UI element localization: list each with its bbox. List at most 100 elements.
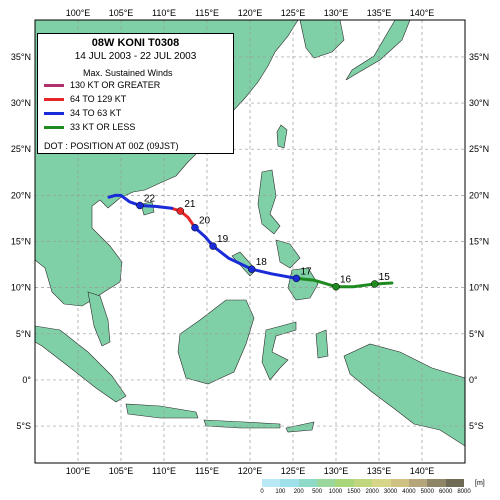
legend-item-34kt: 34 TO 63 KT <box>44 108 121 118</box>
elevation-tick-label: 8000 <box>457 489 471 495</box>
elevation-bin <box>353 479 373 487</box>
land-sumatra <box>34 325 127 403</box>
lon-label-top: 130°E <box>324 8 349 18</box>
position-dot <box>176 207 185 215</box>
elevation-bin <box>408 479 428 487</box>
legend-label-130kt: 130 KT OR GREATER <box>70 80 161 90</box>
longitude-labels-top: 100°E 105°E 110°E 115°E 120°E 125°E 130°E 135°E… <box>66 8 435 18</box>
position-day-label: 20 <box>199 216 211 227</box>
storm-name: 08W KONI T0308 <box>91 37 180 49</box>
elevation-bin <box>280 479 299 487</box>
position-dot <box>136 201 144 210</box>
lat-label-right: 30°N <box>469 98 489 108</box>
lon-label-bottom: 115°E <box>195 466 219 476</box>
lat-label-left: 35°N <box>11 52 31 62</box>
elevation-bin <box>335 479 354 487</box>
lon-label-bottom: 120°E <box>238 466 263 476</box>
legend-item-64kt: 64 TO 129 KT <box>44 94 126 104</box>
position-day-label: 18 <box>256 257 268 268</box>
position-dot <box>292 274 301 283</box>
position-dot <box>332 282 340 291</box>
legend-swatch-33kt <box>44 126 64 130</box>
lat-label-right: 5°S <box>469 421 484 431</box>
position-day-label: 21 <box>184 199 196 210</box>
legend-label-33kt: 33 KT OR LESS <box>70 122 136 132</box>
lat-label-left: 10°N <box>11 283 31 293</box>
elevation-tick-label: 100 <box>275 489 286 495</box>
position-day-label: 19 <box>217 234 229 245</box>
elevation-tick-label: 2000 <box>365 489 379 495</box>
elevation-tick-label: 4000 <box>402 489 416 495</box>
elevation-bin <box>262 479 281 487</box>
lat-label-right: 35°N <box>469 52 489 62</box>
legend-header: Max. Sustained Winds <box>83 68 173 78</box>
elevation-tick-label: 1000 <box>328 489 343 495</box>
elevation-tick-label: 3000 <box>383 489 398 495</box>
elevation-tick-label: 1500 <box>347 489 361 495</box>
track-segment <box>193 226 298 280</box>
lon-label-bottom: 135°E <box>367 466 392 476</box>
lat-label-right: 5°N <box>469 329 484 339</box>
track-segment <box>107 193 174 210</box>
position-dot <box>370 280 379 288</box>
position-dot <box>209 242 217 250</box>
position-dot <box>191 223 199 232</box>
land-japan <box>345 19 411 81</box>
elevation-bin <box>445 479 464 487</box>
elevation-color-bar <box>262 479 464 487</box>
lat-label-right: 20°N <box>469 190 489 200</box>
land-philippines-central <box>275 239 301 269</box>
legend-swatch-64kt <box>44 98 64 102</box>
lon-label-top: 120°E <box>238 8 263 18</box>
lon-label-bottom: 125°E <box>281 466 306 476</box>
lon-label-bottom: 100°E <box>66 466 91 476</box>
lat-label-left: 30°N <box>11 98 31 108</box>
track-segment <box>170 206 197 230</box>
latitude-labels-left: 35°N 30°N 25°N 20°N 15°N 10°N 5°N 0° 5°S <box>11 52 32 431</box>
lon-label-top: 100°E <box>66 8 91 18</box>
position-day-label: 15 <box>379 272 391 283</box>
legend-item-33kt: 33 KT OR LESS <box>44 122 135 132</box>
latitude-labels-right: 35°N 30°N 25°N 20°N 15°N 10°N 5°N 0° 5°S <box>469 52 489 431</box>
lon-label-top: 125°E <box>281 8 306 18</box>
lat-label-left: 5°N <box>16 329 31 339</box>
lat-label-right: 0° <box>469 375 478 385</box>
legend-swatch-34kt <box>44 112 64 116</box>
elevation-tick-label: 6000 <box>438 489 453 495</box>
lon-label-top: 135°E <box>367 8 392 18</box>
elevation-tick-label: 200 <box>293 489 304 495</box>
lon-label-top: 105°E <box>109 8 134 18</box>
legend-label-64kt: 64 TO 129 KT <box>70 94 127 104</box>
position-day-label: 17 <box>300 266 312 277</box>
land-java <box>125 403 199 419</box>
lon-label-bottom: 105°E <box>109 466 134 476</box>
elevation-bin <box>317 479 336 487</box>
lon-label-bottom: 130°E <box>324 466 349 476</box>
land-malay-peninsula <box>87 291 111 347</box>
lon-label-bottom: 140°E <box>410 466 435 476</box>
map-frame <box>34 19 466 464</box>
land-philippines-luzon <box>257 169 281 235</box>
lon-label-top: 115°E <box>195 8 219 18</box>
legend-item-130kt: 130 KT OR GREATER <box>44 80 160 90</box>
lat-label-right: 15°N <box>469 237 489 247</box>
lat-label-left: 20°N <box>11 190 31 200</box>
lon-label-bottom: 110°E <box>152 466 176 476</box>
land-sulawesi <box>261 321 297 381</box>
lat-label-right: 25°N <box>469 144 489 154</box>
longitude-labels-bottom: 100°E 105°E 110°E 115°E 120°E 125°E 130°E 135°E… <box>66 466 435 476</box>
lat-label-right: 10°N <box>469 283 489 293</box>
elevation-bin <box>372 479 391 487</box>
lat-label-left: 25°N <box>11 144 31 154</box>
lon-label-top: 110°E <box>152 8 176 18</box>
elevation-bin <box>390 479 409 487</box>
land-halmahera <box>315 329 329 359</box>
land-taiwan <box>276 124 288 149</box>
elevation-bin <box>427 479 446 487</box>
position-day-label: 22 <box>144 194 156 205</box>
storm-period: 14 JUL 2003 - 22 JUL 2003 <box>74 51 197 62</box>
elevation-unit: [m] <box>475 480 485 487</box>
elevation-tick-label: 500 <box>312 489 323 495</box>
elevation-bin <box>298 479 318 487</box>
